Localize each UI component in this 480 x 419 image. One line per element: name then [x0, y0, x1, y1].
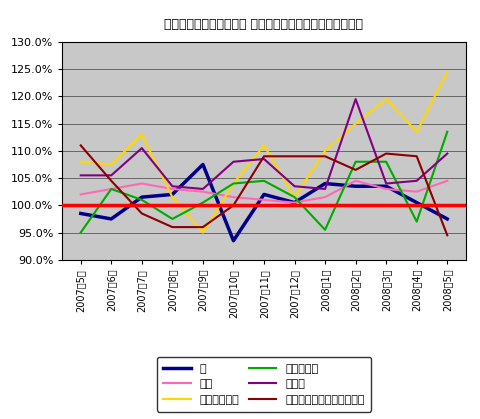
Legend: 米, パン, スパゲッティ, カップめん, チーズ, マヨネーズ・ドレッシング: 米, パン, スパゲッティ, カップめん, チーズ, マヨネーズ・ドレッシング: [156, 357, 372, 411]
Title: 二人以上の世帯における 月別平均購入金額（前年同月比）: 二人以上の世帯における 月別平均購入金額（前年同月比）: [165, 18, 363, 31]
